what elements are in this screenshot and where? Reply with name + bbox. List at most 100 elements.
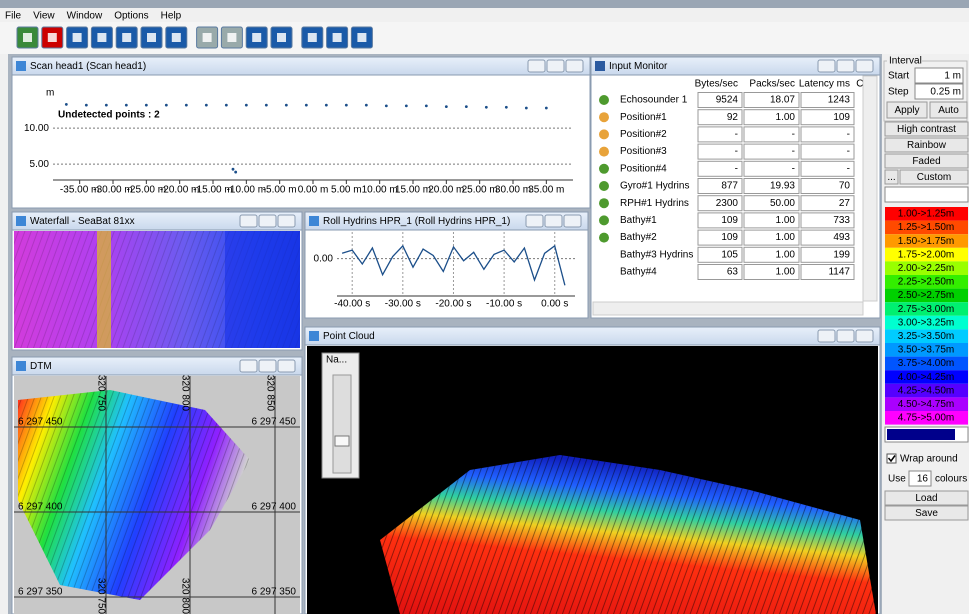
toolbar-glyph: [333, 33, 342, 42]
cell-value: 1.00: [776, 232, 796, 243]
window-button[interactable]: [526, 215, 543, 227]
cell-value: 50.00: [770, 198, 795, 209]
v-scrollbar[interactable]: [863, 76, 877, 301]
row-name: Echosounder 1: [620, 95, 688, 106]
cell-value: 70: [839, 181, 851, 192]
scan-point: [345, 104, 348, 107]
x-tick-label: 20.00 m: [428, 185, 464, 196]
cell-value: 109: [721, 232, 738, 243]
legend-label: 3.50->3.75m: [898, 345, 954, 356]
menu-item[interactable]: View: [33, 11, 55, 22]
window-button[interactable]: [278, 215, 295, 227]
scan-point: [365, 104, 368, 107]
cell-value: 19.93: [770, 181, 795, 192]
cell-value: 199: [833, 249, 850, 260]
x-tick-label: 15.00 m: [395, 185, 431, 196]
window-button[interactable]: [818, 330, 835, 342]
window-button[interactable]: [259, 215, 276, 227]
window-icon: [16, 216, 26, 226]
slider-track[interactable]: [333, 375, 351, 473]
y-tick-label: 5.00: [30, 159, 50, 170]
cell-value: 1.00: [776, 215, 796, 226]
scan-point: [525, 107, 528, 110]
input-value: 0.25 m: [930, 87, 961, 98]
legend-label: 2.00->2.25m: [898, 263, 954, 274]
window-button[interactable]: [566, 60, 583, 72]
x-tick-label: 35.00 m: [528, 185, 564, 196]
dtm-x-label: 320 850: [264, 375, 275, 412]
row-name: Bathy#3 Hydrins: [620, 249, 693, 260]
scan-point: [165, 104, 168, 107]
legend-label: 4.75->5.00m: [898, 413, 954, 424]
cell-value: 733: [833, 215, 850, 226]
status-dot: [599, 147, 609, 157]
window-button[interactable]: [278, 360, 295, 372]
h-scrollbar[interactable]: [593, 302, 863, 315]
cell-value: -: [847, 146, 850, 157]
app: FileViewWindowOptionsHelpScan head1 (Sca…: [0, 0, 969, 614]
cell-value: 9524: [716, 95, 739, 106]
cell-value: 92: [727, 112, 739, 123]
scan-point: [234, 171, 237, 174]
status-dot: [599, 181, 609, 191]
toolbar-glyph: [203, 33, 212, 42]
window-button[interactable]: [564, 215, 581, 227]
cell-value: 1243: [828, 95, 851, 106]
x-tick-label: -10.00 s: [486, 299, 522, 310]
window-button[interactable]: [818, 60, 835, 72]
cell-value: -: [847, 129, 850, 140]
dropdown[interactable]: [885, 187, 968, 202]
status-dot: [599, 198, 609, 208]
title-bar: [305, 327, 880, 345]
toolbar-glyph: [252, 33, 261, 42]
cell-value: 109: [833, 112, 850, 123]
x-tick-label: -40.00 s: [334, 299, 370, 310]
window-button[interactable]: [259, 360, 276, 372]
row-name: RPH#1 Hydrins: [620, 198, 689, 209]
x-tick-label: 25.00 m: [462, 185, 498, 196]
window-button[interactable]: [837, 60, 854, 72]
scan-point: [125, 104, 128, 107]
window-button[interactable]: [856, 60, 873, 72]
cell-value: 105: [721, 249, 738, 260]
window-button[interactable]: [837, 330, 854, 342]
scan-point: [232, 168, 235, 171]
menu-item[interactable]: File: [5, 11, 22, 22]
cell-value: 109: [721, 215, 738, 226]
toolbar-glyph: [357, 33, 366, 42]
window-button[interactable]: [545, 215, 562, 227]
status-dot: [599, 233, 609, 243]
toolbar-glyph: [277, 33, 286, 42]
top-strip: [0, 0, 969, 8]
row-name: Bathy#4: [620, 267, 657, 278]
window-button[interactable]: [240, 215, 257, 227]
cell-value: 1147: [828, 267, 850, 278]
window-button[interactable]: [528, 60, 545, 72]
window-button[interactable]: [547, 60, 564, 72]
slider-thumb[interactable]: [335, 436, 349, 446]
field-label: Use: [888, 474, 906, 485]
dtm-y-label: 6 297 400: [18, 502, 63, 513]
column-header: Bytes/sec: [695, 79, 738, 90]
input-value: 16: [917, 474, 929, 485]
window-button[interactable]: [240, 360, 257, 372]
x-tick-label: -10.00 m: [227, 185, 266, 196]
cell-value: 63: [727, 267, 739, 278]
cell-value: 18.07: [770, 95, 795, 106]
window-button[interactable]: [856, 330, 873, 342]
row-name: Bathy#1: [620, 215, 657, 226]
menu-item[interactable]: Options: [114, 11, 148, 22]
x-tick-label: 5.00 m: [331, 185, 362, 196]
scan-point: [505, 106, 508, 109]
row-name: Gyro#1 Hydrins: [620, 181, 689, 192]
input-value: 1 m: [944, 71, 961, 82]
cell-value: 877: [721, 181, 738, 192]
cell-value: -: [735, 163, 738, 174]
toolbar-glyph: [23, 33, 32, 42]
menu-item[interactable]: Window: [67, 11, 103, 22]
cell-value: 2300: [716, 198, 739, 209]
toolbar-glyph: [308, 33, 317, 42]
menu-item[interactable]: Help: [161, 11, 182, 22]
color-value: [887, 429, 955, 440]
scan-point: [325, 104, 328, 107]
